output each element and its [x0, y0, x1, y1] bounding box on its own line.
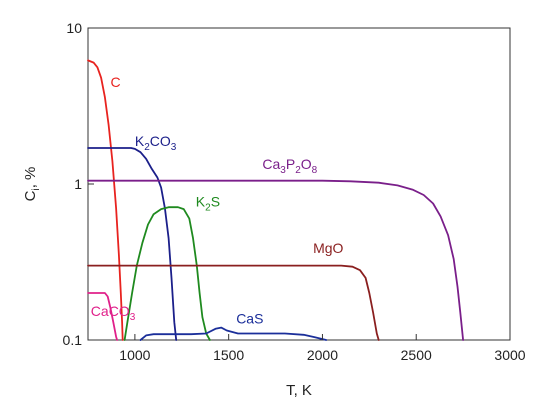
y-axis-title: Ci, % [22, 167, 42, 202]
series-label-k2co3: K2CO3 [135, 133, 177, 153]
x-tick-label: 1500 [213, 347, 244, 363]
y-tick-label: 1 [74, 176, 82, 192]
x-tick-label: 2500 [401, 347, 432, 363]
series-line-caco3 [87, 292, 118, 341]
series-line-ca3p2o8 [87, 179, 464, 341]
series-label-k2s: K2S [196, 193, 220, 213]
x-tick-label: 1000 [119, 347, 150, 363]
y-tick-label: 10 [66, 20, 82, 36]
series-label-ca3p2o8: Ca3P2O8 [262, 156, 317, 176]
tick-layer: 1000 1500 2000 2500 3000 0.1 1 10 [63, 20, 526, 363]
y-axis-title-main: C [22, 190, 39, 201]
x-tick-label: 2000 [307, 347, 338, 363]
x-tick-label: 3000 [494, 347, 525, 363]
series-line-k2s [123, 206, 211, 341]
series-line-cas [139, 326, 328, 341]
plot-area [87, 27, 511, 341]
x-axis-title: T, K [286, 382, 312, 399]
series-label-c: C [111, 74, 121, 90]
label-layer: C K2CO3 Ca3P2O8 K2S MgO CaCO3 CaS [91, 74, 344, 326]
series-line-mgo [87, 264, 380, 341]
series-layer [87, 59, 464, 341]
y-axis-title-suffix: , % [22, 167, 39, 189]
y-axis-title-sub: i [31, 188, 42, 190]
series-label-mgo: MgO [313, 240, 343, 256]
series-label-caco3: CaCO3 [91, 303, 136, 323]
series-label-cas: CaS [236, 310, 263, 326]
y-tick-label: 0.1 [63, 332, 83, 348]
series-line-c [87, 59, 124, 341]
plot-frame [87, 27, 511, 341]
series-line-k2co3 [87, 147, 178, 341]
